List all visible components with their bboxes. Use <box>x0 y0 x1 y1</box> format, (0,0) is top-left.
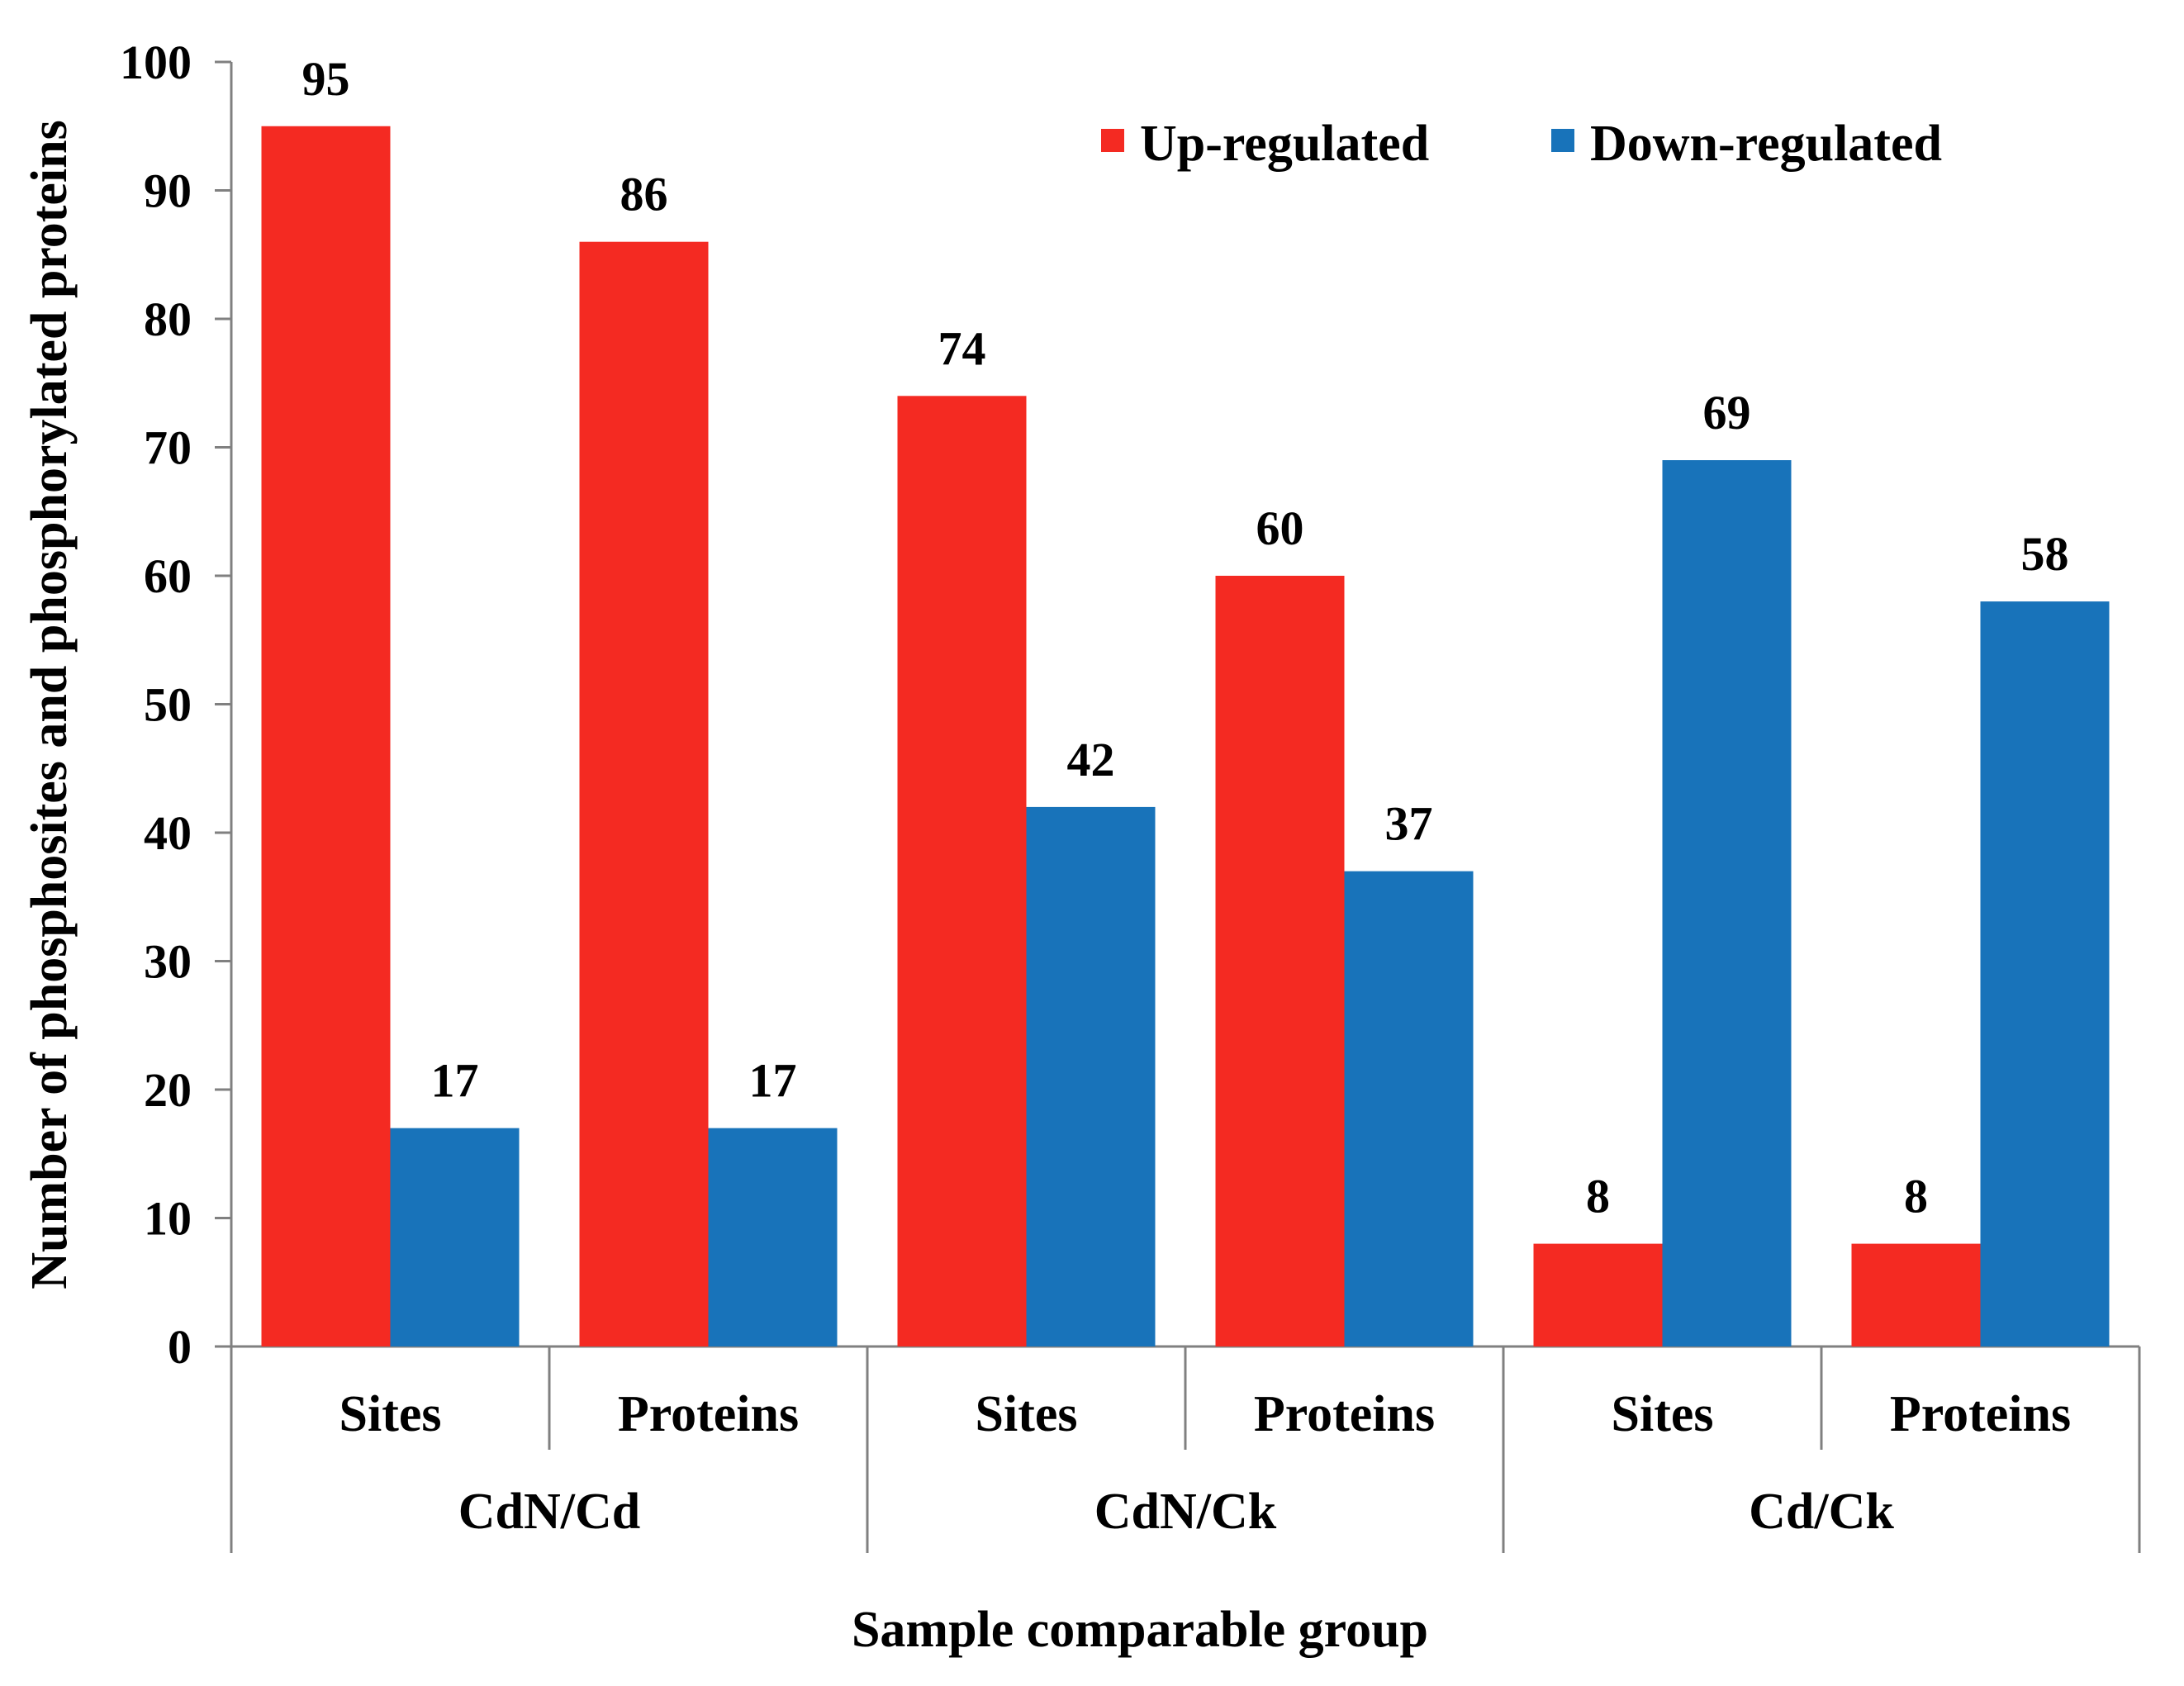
data-label: 17 <box>749 1054 797 1108</box>
y-tick-label: 100 <box>120 36 192 89</box>
bar-up-regulated <box>1215 576 1345 1346</box>
bar-down-regulated <box>1980 601 2110 1346</box>
legend-swatch-down <box>1551 129 1574 152</box>
data-label: 37 <box>1385 797 1433 851</box>
bar-up-regulated <box>261 126 391 1346</box>
legend: Up-regulated Down-regulated <box>1101 116 1942 172</box>
y-tick-label: 70 <box>144 421 192 475</box>
y-tick-label: 30 <box>144 935 192 989</box>
data-label: 60 <box>1256 501 1304 555</box>
legend-label-down: Down-regulated <box>1590 116 1942 172</box>
y-tick-label: 60 <box>144 549 192 603</box>
x-group-label: Cd/Ck <box>1749 1484 1894 1540</box>
x-sub-category-label: Sites <box>339 1386 442 1442</box>
data-label: 8 <box>1586 1170 1610 1223</box>
data-label: 58 <box>2021 527 2069 581</box>
y-tick-label: 90 <box>144 164 192 218</box>
data-label: 69 <box>1703 386 1751 439</box>
legend-label-up: Up-regulated <box>1140 116 1429 172</box>
bar-up-regulated <box>1533 1243 1663 1346</box>
legend-swatch-up <box>1101 129 1124 152</box>
data-label: 95 <box>302 52 350 106</box>
bar-up-regulated <box>1851 1243 1981 1346</box>
bar-down-regulated <box>390 1128 520 1346</box>
x-group-label: CdN/Cd <box>458 1484 641 1540</box>
y-axis-title: Number of phosphosites and phosphorylate… <box>21 120 78 1289</box>
x-sub-category-label: Sites <box>1612 1386 1714 1442</box>
x-axis-title: Sample comparable group <box>852 1602 1428 1658</box>
y-tick-label: 0 <box>168 1320 192 1374</box>
bar-down-regulated <box>1344 871 1474 1346</box>
y-tick-label: 10 <box>144 1192 192 1246</box>
bar-down-regulated <box>1026 806 1156 1346</box>
bars <box>261 126 2110 1347</box>
y-ticks: 0 10 20 30 40 50 60 70 80 90 100 <box>120 36 231 1374</box>
bar-down-regulated <box>708 1128 838 1346</box>
x-group-label: CdN/Ck <box>1094 1484 1277 1540</box>
x-sub-category-label: Proteins <box>1890 1386 2071 1442</box>
bar-up-regulated <box>897 396 1027 1346</box>
y-tick-label: 80 <box>144 292 192 346</box>
x-sub-category-label: Proteins <box>618 1386 799 1442</box>
x-axis-categories: Sites Proteins Sites Proteins Sites Proteins C… <box>230 1346 2141 1553</box>
data-labels: 95 17 86 17 74 42 60 37 8 69 8 58 <box>302 52 2069 1223</box>
y-tick-label: 40 <box>144 806 192 860</box>
data-label: 8 <box>1904 1170 1928 1223</box>
data-label: 17 <box>431 1054 479 1108</box>
data-label: 86 <box>620 168 668 221</box>
data-label: 74 <box>938 321 986 375</box>
bar-up-regulated <box>579 241 709 1347</box>
y-tick-label: 50 <box>144 678 192 732</box>
data-label: 42 <box>1067 733 1115 786</box>
bar-down-regulated <box>1662 460 1792 1346</box>
y-tick-label: 20 <box>144 1063 192 1117</box>
x-sub-category-label: Proteins <box>1254 1386 1435 1442</box>
x-sub-category-label: Sites <box>976 1386 1078 1442</box>
